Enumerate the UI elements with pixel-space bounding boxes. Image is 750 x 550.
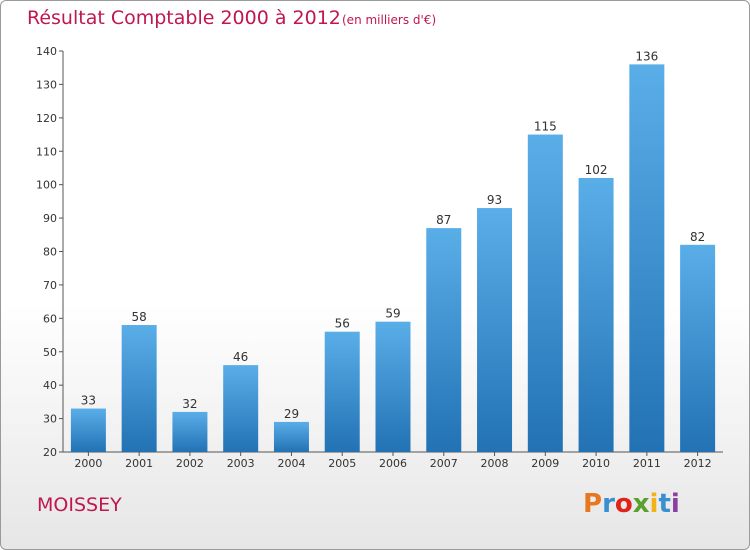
bar-2011	[629, 64, 665, 452]
x-tick-label-2003: 2003	[227, 457, 255, 470]
x-tick-label-2004: 2004	[277, 457, 305, 470]
logo-letter: o	[614, 489, 633, 519]
x-tick-label-2011: 2011	[633, 457, 661, 470]
y-tick-label: 50	[43, 346, 57, 359]
place-name: MOISSEY	[37, 494, 122, 516]
bar-2007	[426, 228, 462, 452]
bar-2005	[324, 331, 360, 452]
bar-2012	[680, 244, 716, 452]
bar-2009	[527, 134, 563, 452]
chart-title: Résultat Comptable 2000 à 2012	[27, 7, 341, 29]
data-label-2008: 93	[487, 193, 502, 207]
x-tick-label-2007: 2007	[430, 457, 458, 470]
data-label-2012: 82	[690, 230, 705, 244]
bar-2006	[375, 321, 411, 452]
x-tick-label-2000: 2000	[74, 457, 102, 470]
logo-letter: t	[658, 489, 671, 519]
y-tick-label: 110	[36, 145, 57, 158]
logo-letter: x	[632, 489, 650, 519]
x-tick-label-2010: 2010	[582, 457, 610, 470]
y-tick-label: 90	[43, 212, 57, 225]
x-tick-label-2001: 2001	[125, 457, 153, 470]
logo-letter: i	[649, 489, 659, 519]
data-label-2004: 29	[284, 407, 299, 421]
data-label-2010: 102	[585, 163, 608, 177]
bar-2004	[273, 421, 309, 452]
y-tick-label: 130	[36, 78, 57, 91]
data-label-2009: 115	[534, 120, 557, 134]
bar-2001	[121, 325, 157, 452]
data-label-2002: 32	[182, 397, 197, 411]
logo-letter: i	[670, 489, 680, 519]
y-tick-label: 120	[36, 112, 57, 125]
data-label-2011: 136	[635, 49, 658, 63]
y-tick-label: 70	[43, 279, 57, 292]
data-label-2003: 46	[233, 350, 248, 364]
y-tick-label: 100	[36, 179, 57, 192]
data-label-2000: 33	[81, 394, 96, 408]
x-tick-label-2002: 2002	[176, 457, 204, 470]
x-tick-label-2005: 2005	[328, 457, 356, 470]
x-tick-label-2012: 2012	[684, 457, 712, 470]
y-tick-label: 40	[43, 379, 57, 392]
data-label-2001: 58	[132, 310, 147, 324]
bar-2000	[70, 408, 106, 452]
logo-letter: r	[602, 489, 615, 519]
logo-letter: P	[583, 489, 603, 519]
y-tick-label: 60	[43, 312, 57, 325]
y-tick-label: 80	[43, 246, 57, 259]
x-tick-label-2008: 2008	[481, 457, 509, 470]
chart-subtitle: (en milliers d'€)	[342, 13, 437, 27]
data-label-2006: 59	[385, 307, 400, 321]
bar-2008	[477, 208, 513, 452]
y-tick-label: 20	[43, 446, 57, 459]
x-tick-label-2009: 2009	[531, 457, 559, 470]
y-tick-label: 140	[36, 45, 57, 58]
y-tick-label: 30	[43, 413, 57, 426]
bar-2003	[223, 365, 259, 452]
bar-2010	[578, 177, 614, 452]
bar-2002	[172, 411, 208, 452]
data-label-2007: 87	[436, 213, 451, 227]
x-tick-label-2006: 2006	[379, 457, 407, 470]
proxiti-logo: Proxiti	[583, 489, 680, 519]
data-label-2005: 56	[335, 317, 350, 331]
